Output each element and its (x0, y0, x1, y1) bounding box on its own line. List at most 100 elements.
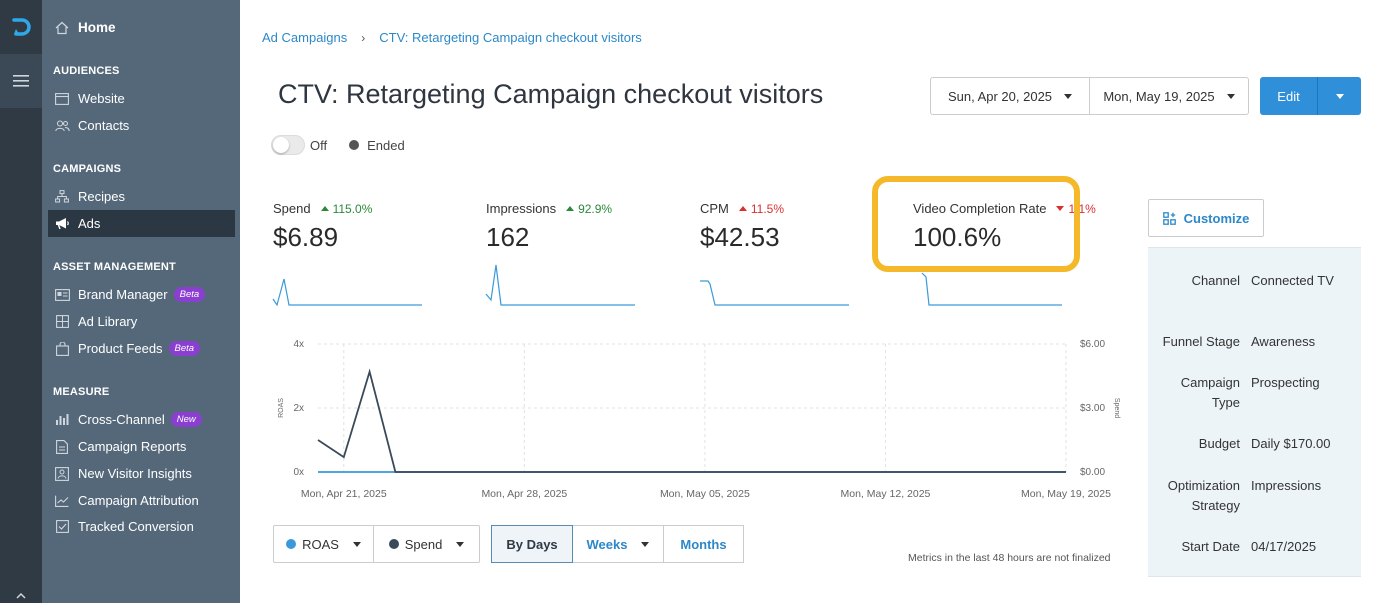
sidebar-item-label: Cross-Channel (78, 412, 165, 427)
new-badge: New (170, 412, 202, 427)
status-dot (349, 140, 360, 150)
sidebar-item-product-feeds[interactable]: Product Feeds Beta (48, 335, 235, 362)
breadcrumb-current[interactable]: CTV: Retargeting Campaign checkout visit… (379, 30, 642, 45)
line-chart-icon (54, 493, 70, 509)
start-date-dropdown[interactable]: Sun, Apr 20, 2025 (931, 78, 1089, 114)
metric-change: 11.5% (738, 201, 785, 216)
customize-label: Customize (1183, 210, 1250, 226)
sidebar-item-new-visitor-insights[interactable]: New Visitor Insights (48, 460, 235, 487)
caret-down-icon (1064, 93, 1073, 99)
x-tick-label: Mon, May 19, 2025 (1021, 488, 1111, 500)
sidebar-item-label: Campaign Attribution (78, 493, 199, 508)
edit-button[interactable]: Edit (1260, 77, 1317, 115)
app-logo[interactable] (0, 0, 42, 54)
campaign-toggle[interactable] (271, 135, 305, 155)
weeks-dropdown[interactable]: Weeks (573, 525, 664, 563)
x-tick-label: Mon, Apr 21, 2025 (301, 488, 387, 500)
home-icon (54, 20, 70, 36)
sidebar-item-home[interactable]: Home (48, 14, 235, 41)
widgets-icon (1162, 211, 1176, 225)
edit-button-group: Edit (1260, 77, 1361, 115)
y-right-axis-label: Spend (1113, 398, 1120, 418)
detail-value: 04/17/2025 (1251, 539, 1317, 554)
metric-change: 92.9% (566, 202, 612, 216)
end-date-value: Mon, May 19, 2025 (1103, 88, 1215, 104)
sidebar-item-label: Contacts (78, 118, 130, 133)
y-left-tick-label: 4x (293, 339, 304, 350)
sidebar-item-campaign-attribution[interactable]: Campaign Attribution (48, 487, 235, 514)
detail-row: Optimization Strategy Impressions (1148, 476, 1361, 516)
granularity-selector: By Days Weeks Months (491, 525, 744, 563)
chevron-up-icon (16, 592, 26, 599)
end-date-dropdown[interactable]: Mon, May 19, 2025 (1089, 78, 1248, 114)
sidebar-item-website[interactable]: Website (48, 85, 235, 112)
detail-row: Campaign Type Prospecting (1148, 373, 1361, 413)
months-button[interactable]: Months (664, 525, 744, 563)
detail-key: Start Date (1181, 539, 1240, 554)
detail-row: Channel Connected TV (1148, 271, 1361, 291)
detail-row: Funnel Stage Awareness (1148, 332, 1361, 352)
caret-down-icon (456, 541, 465, 547)
logo-icon (12, 18, 31, 36)
metric-label: Video Completion Rate (913, 201, 1047, 216)
arrow-up-icon (738, 206, 747, 211)
series-selector: ROAS Spend (273, 525, 480, 563)
sparkline-video-completion-rate (921, 272, 1062, 306)
roas-dot (286, 539, 297, 549)
spend-dot (388, 539, 399, 549)
sidebar-item-contacts[interactable]: Contacts (48, 112, 235, 139)
caret-down-icon (641, 541, 650, 547)
menu-toggle[interactable] (0, 54, 42, 108)
metric-change-value: 92.9% (578, 201, 613, 216)
sidebar-item-ads[interactable]: Ads (48, 210, 235, 237)
bar-chart-icon (54, 412, 70, 428)
detail-key: Campaign Type (1180, 375, 1240, 410)
customize-button[interactable]: Customize (1148, 199, 1264, 237)
edit-menu-toggle[interactable] (1317, 77, 1361, 115)
rail-collapse-handle[interactable] (0, 591, 42, 603)
y-right-tick-label: $0.00 (1080, 467, 1105, 478)
y-left-tick-label: 0x (293, 467, 304, 478)
roas-series-dropdown[interactable]: ROAS (273, 525, 374, 563)
detail-value: Awareness (1251, 334, 1316, 349)
document-icon (54, 439, 70, 455)
sidebar-item-label: Ad Library (78, 314, 138, 329)
x-tick-label: Mon, May 12, 2025 (841, 488, 931, 500)
sidebar-item-label: Home (78, 20, 116, 35)
metrics-note: Metrics in the last 48 hours are not fin… (908, 552, 1111, 564)
y-right-tick-label: $3.00 (1080, 403, 1105, 414)
y-left-axis-label: ROAS (278, 398, 285, 418)
metric-value: $6.89 (273, 222, 339, 252)
sidebar-item-label: Product Feeds (78, 341, 163, 356)
sidebar-item-label: Brand Manager (78, 287, 168, 302)
x-tick-label: Mon, Apr 28, 2025 (481, 488, 567, 500)
sidebar-item-cross-channel[interactable]: Cross-Channel New (48, 406, 235, 433)
sidebar-item-ad-library[interactable]: Ad Library (48, 308, 235, 335)
spend-series-dropdown[interactable]: Spend (374, 525, 480, 563)
highlight-box (872, 176, 1080, 272)
section-title-campaigns: CAMPAIGNS (53, 163, 122, 175)
breadcrumb: Ad Campaigns › CTV: Retargeting Campaign… (262, 30, 642, 45)
metric-impressions: Impressions 92.9% 162 (486, 201, 612, 253)
y-left-tick-label: 2x (293, 403, 304, 414)
sidebar-item-recipes[interactable]: Recipes (48, 183, 235, 210)
sidebar-item-label: Website (78, 91, 125, 106)
sidebar-item-tracked-conversion[interactable]: Tracked Conversion (48, 513, 235, 540)
y-right-tick-label: $6.00 (1080, 339, 1105, 350)
metric-value: $42.53 (700, 222, 780, 252)
by-days-button[interactable]: By Days (491, 525, 573, 563)
breadcrumb-link-ad-campaigns[interactable]: Ad Campaigns (262, 30, 348, 45)
metric-change-value: 115.0% (332, 201, 373, 216)
app-rail (0, 0, 42, 603)
sidebar-item-label: Recipes (78, 189, 125, 204)
bag-icon (54, 341, 70, 357)
sparkline-impressions (485, 264, 635, 306)
checkbox-icon (54, 519, 70, 535)
metric-cpm: CPM 11.5% $42.53 (700, 201, 784, 253)
page-title: CTV: Retargeting Campaign checkout visit… (278, 79, 824, 109)
metric-label: Impressions (486, 201, 557, 216)
metric-change-value: 11.5% (750, 201, 785, 216)
sidebar-item-campaign-reports[interactable]: Campaign Reports (48, 433, 235, 460)
sidebar-item-brand-manager[interactable]: Brand Manager Beta (48, 281, 235, 308)
status-label: Ended (367, 137, 405, 153)
